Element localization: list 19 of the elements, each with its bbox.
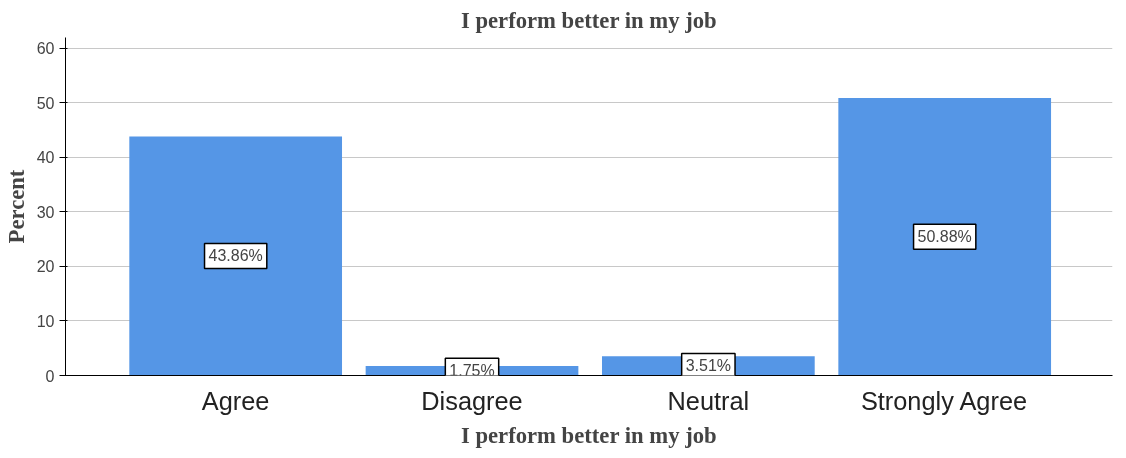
y-axis-title: Percent — [3, 169, 29, 244]
y-tick-label: 0 — [45, 367, 55, 385]
x-tick-label: Strongly Agree — [860, 386, 1028, 415]
x-tick-label: Agree — [201, 386, 270, 415]
data-label: 3.51% — [685, 357, 732, 375]
y-tick-label: 10 — [36, 312, 55, 330]
bar — [838, 98, 1052, 376]
x-tick-label: Neutral — [667, 386, 750, 415]
y-tick-label: 60 — [36, 40, 55, 58]
y-tick-label: 20 — [36, 258, 55, 276]
x-axis-title: I perform better in my job — [460, 422, 717, 448]
data-label: 43.86% — [208, 247, 263, 265]
data-label: 50.88% — [917, 228, 972, 246]
bar — [129, 136, 343, 376]
x-tick-label: Disagree — [421, 386, 523, 415]
y-tick-label: 30 — [36, 203, 55, 221]
y-tick-label: 50 — [36, 94, 55, 112]
y-tick-label: 40 — [36, 149, 55, 167]
chart-title: I perform better in my job — [460, 7, 717, 33]
